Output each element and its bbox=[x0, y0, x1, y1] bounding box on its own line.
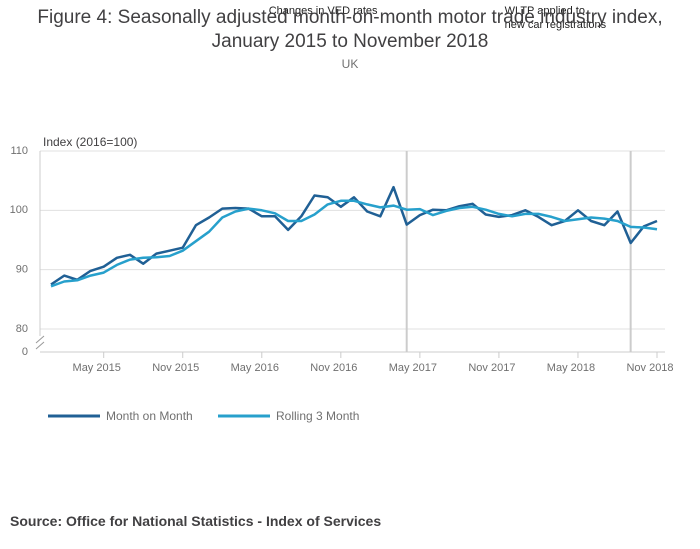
annotation-text: WLTP applied to bbox=[505, 5, 585, 17]
x-tick-label: May 2017 bbox=[389, 362, 437, 374]
source: Source: Office for National Statistics -… bbox=[10, 513, 382, 529]
x-tick-label: May 2018 bbox=[547, 362, 595, 374]
x-tick-label: May 2015 bbox=[73, 362, 121, 374]
legend-label: Rolling 3 Month bbox=[276, 409, 359, 423]
y-tick-label: 110 bbox=[10, 145, 28, 157]
series-line bbox=[50, 199, 658, 288]
y-tick-label: 90 bbox=[16, 264, 28, 276]
chart-title: Figure 4: Seasonally adjusted month-on-m… bbox=[37, 7, 663, 52]
y-tick-label: 100 bbox=[10, 204, 28, 216]
legend-label: Month on Month bbox=[106, 409, 193, 423]
y-tick-label: 80 bbox=[16, 323, 28, 335]
x-tick-label: Nov 2015 bbox=[152, 362, 199, 374]
x-tick-label: May 2016 bbox=[231, 362, 279, 374]
annotation-text: new car registrations bbox=[505, 19, 607, 31]
x-tick-label: Nov 2018 bbox=[626, 362, 673, 374]
x-tick-label: Nov 2016 bbox=[310, 362, 357, 374]
chart-subtitle: UK bbox=[341, 57, 359, 71]
y-tick-label: 0 bbox=[22, 346, 28, 358]
annotation-text: Changes in VED rates bbox=[269, 5, 378, 17]
x-tick-label: Nov 2017 bbox=[468, 362, 515, 374]
y-axis-label: Index (2016=100) bbox=[43, 135, 137, 149]
axis-break bbox=[35, 335, 45, 350]
